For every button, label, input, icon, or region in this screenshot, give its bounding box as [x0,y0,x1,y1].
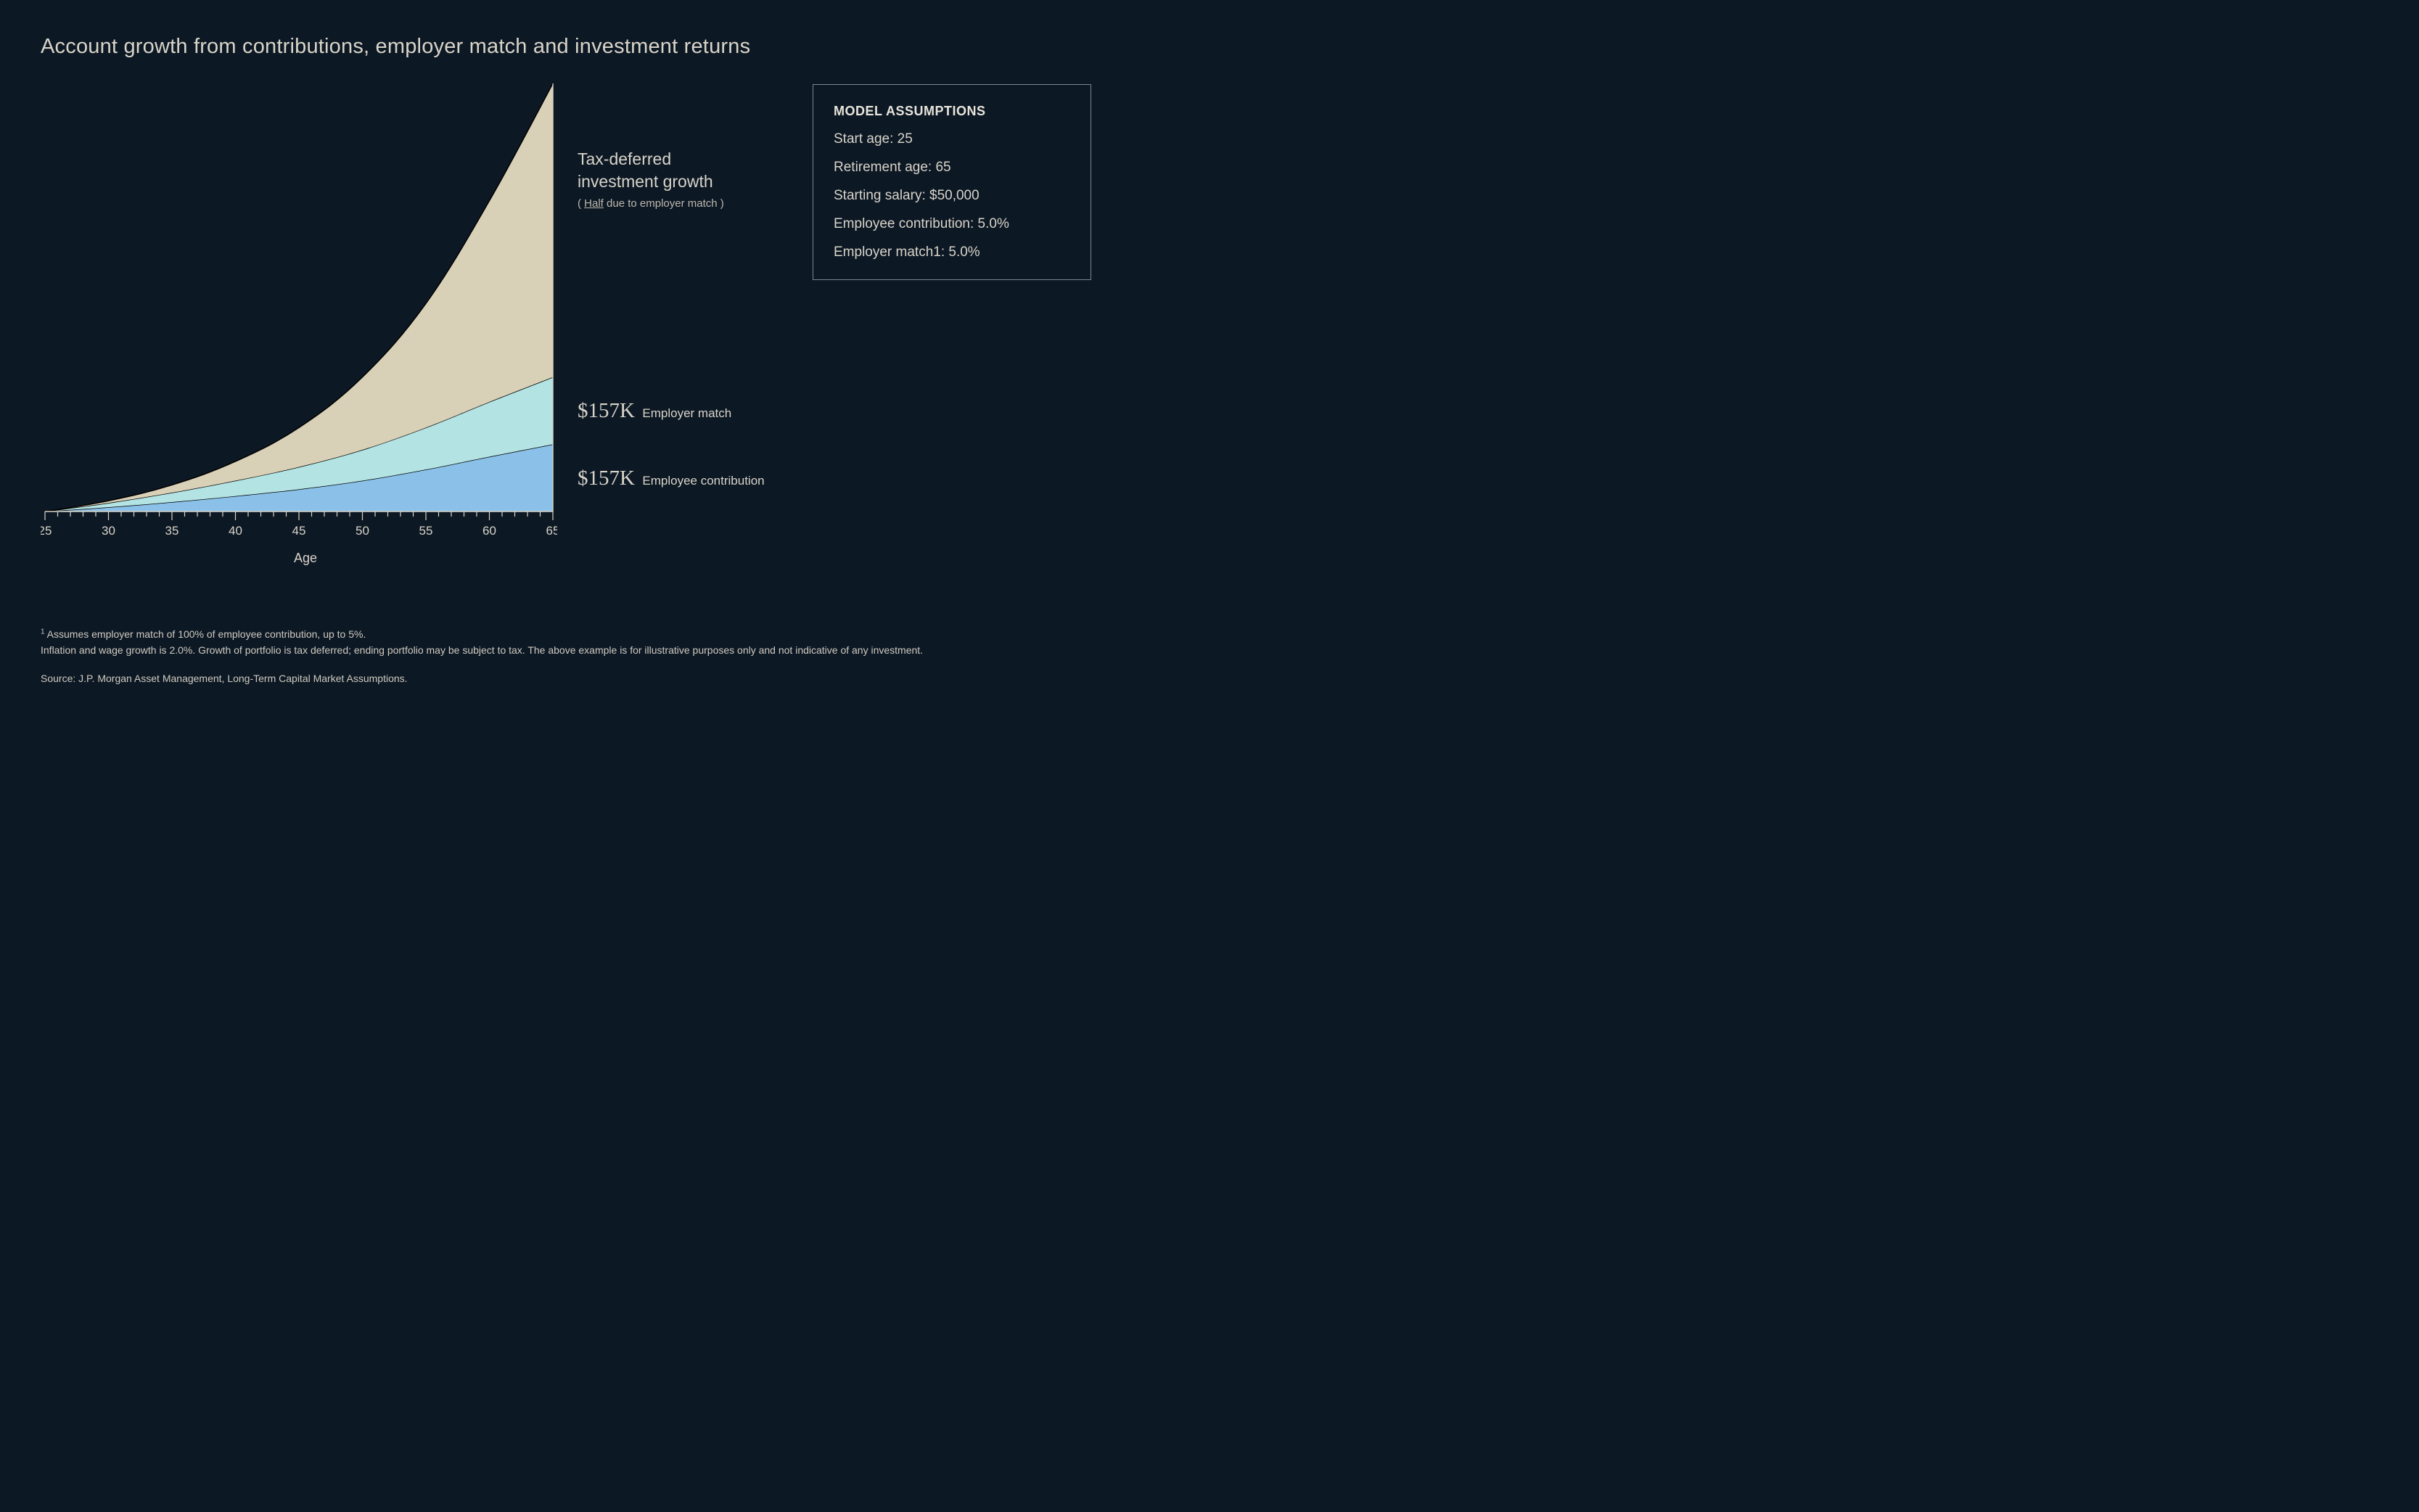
page-title: Account growth from contributions, emplo… [41,35,1091,59]
employee-contribution-value: $157K [578,467,635,490]
assumptions-header: MODEL ASSUMPTIONS [834,104,1070,119]
employee-contribution-text: Employee contribution [642,474,764,488]
assumption-row: Starting salary: $50,000 [834,189,1070,202]
assumption-row: Employee contribution: 5.0% [834,217,1070,231]
employer-match-text: Employer match [642,406,731,420]
footnotes: 1 Assumes employer match of 100% of empl… [41,627,1091,686]
svg-text:30: 30 [102,524,115,538]
stacked-area-chart: 25 30 35 40 45 50 55 60 65 [41,79,557,545]
svg-text:35: 35 [165,524,179,538]
svg-text:60: 60 [482,524,496,538]
footnote-1: 1 Assumes employer match of 100% of empl… [41,627,1091,641]
x-axis-label: Age [41,551,570,566]
assumption-row: Start age: 25 [834,132,1070,146]
source-line: Source: J.P. Morgan Asset Management, Lo… [41,671,1091,686]
model-assumptions-box: MODEL ASSUMPTIONS Start age: 25 Retireme… [813,84,1091,280]
growth-sublabel: ( Half due to employer match ) [578,197,724,210]
footnote-2: Inflation and wage growth is 2.0%. Growt… [41,643,1091,657]
svg-text:25: 25 [41,524,52,538]
chart-block: 253035404550556065 Age Tax-deferred inve… [41,79,570,566]
employer-match-value: $157K [578,399,635,422]
growth-label-line2: investment growth [578,172,713,191]
assumption-row: Retirement age: 65 [834,160,1070,174]
assumption-row: Employer match1: 5.0% [834,245,1070,259]
investment-growth-label: Tax-deferred investment growth ( Half du… [578,148,724,210]
svg-text:40: 40 [229,524,242,538]
page: Account growth from contributions, emplo… [0,0,1132,707]
svg-text:55: 55 [419,524,433,538]
employee-contribution-label: $157K Employee contribution [578,467,765,490]
svg-text:65: 65 [546,524,557,538]
svg-text:45: 45 [292,524,306,538]
series-labels: Tax-deferred investment growth ( Half du… [578,79,795,566]
svg-text:50: 50 [356,524,369,538]
employer-match-label: $157K Employer match [578,399,731,423]
growth-label-line1: Tax-deferred [578,149,671,168]
